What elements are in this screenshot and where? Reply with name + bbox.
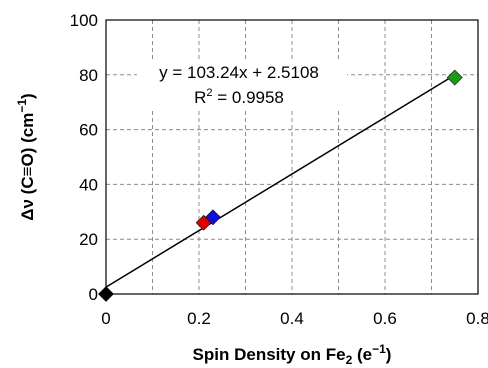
y-tick-labels: 0 20 40 60 80 100: [70, 11, 98, 304]
y-tick-label: 80: [79, 66, 98, 85]
y-tick-label: 60: [79, 121, 98, 140]
y-tick-label: 20: [79, 230, 98, 249]
data-points: [98, 69, 463, 302]
x-tick-label: 0.6: [373, 309, 397, 328]
y-axis-title: Δν (C≡O) (cm−1): [15, 93, 37, 220]
data-point-marker: [446, 69, 463, 86]
equation-background: [137, 60, 347, 110]
plot-frame: [105, 19, 479, 295]
trendline: [105, 74, 456, 288]
x-tick-labels: 0 0.2 0.4 0.6 0.8: [101, 309, 488, 328]
data-point-marker: [205, 209, 221, 226]
x-tick-label: 0.2: [187, 309, 211, 328]
data-point-marker: [98, 286, 114, 302]
x-axis-title: Spin Density on Fe2 (e−1): [193, 342, 392, 367]
y-tick-label: 100: [70, 11, 98, 30]
r-squared: R2 = 0.9958: [194, 87, 284, 107]
x-tick-label: 0.4: [280, 309, 304, 328]
y-tick-label: 0: [89, 285, 98, 304]
x-tick-label: 0: [101, 309, 110, 328]
x-tick-label: 0.8: [466, 309, 488, 328]
trendline-equation: y = 103.24x + 2.5108: [159, 63, 319, 82]
y-tick-label: 40: [79, 175, 98, 194]
